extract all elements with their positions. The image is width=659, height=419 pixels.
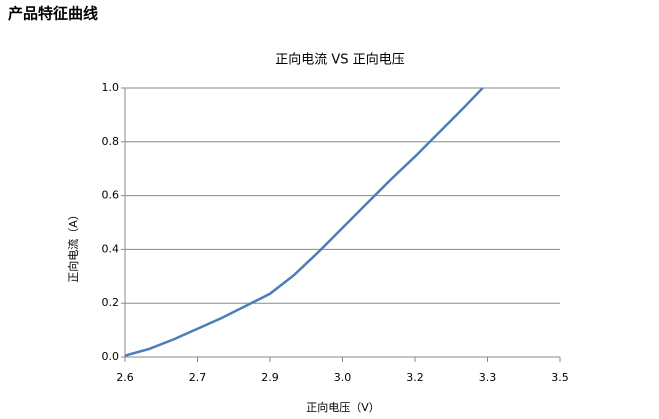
x-tick-label: 3.2 [406, 371, 424, 384]
y-tick-label: 0.0 [102, 350, 120, 363]
x-axis-label: 正向电压（V） [306, 400, 380, 414]
x-tick-label: 2.9 [261, 371, 279, 384]
y-tick-label: 1.0 [102, 81, 120, 94]
y-tick-label: 0.6 [102, 189, 120, 202]
x-tick-label: 3.5 [551, 371, 569, 384]
y-tick-label: 0.4 [102, 242, 120, 255]
curve [124, 87, 484, 357]
chart-title: 正向电流 VS 正向电压 [275, 52, 404, 68]
x-tick-label: 3.0 [334, 371, 352, 384]
y-tick-label: 0.8 [102, 135, 120, 148]
y-axis-label: 正向电流（A） [66, 209, 80, 283]
y-tick-label: 0.2 [102, 296, 120, 309]
x-tick-label: 3.3 [479, 371, 497, 384]
x-tick-label: 2.6 [116, 371, 134, 384]
x-tick-label: 2.7 [189, 371, 207, 384]
section-title: 产品特征曲线 [8, 5, 98, 23]
